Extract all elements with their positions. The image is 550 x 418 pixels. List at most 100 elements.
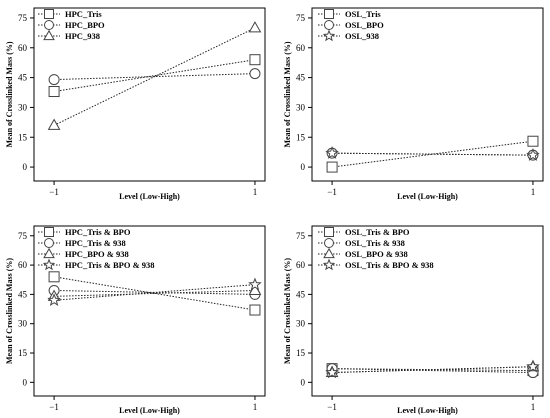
legend-marker-triangle [43,247,55,259]
legend-label: OSL_Tris & BPO & 938 [345,260,434,270]
y-tick-label: 75 [296,13,306,23]
legend-marker-square [324,9,334,19]
legend-marker-star [322,258,336,271]
axes-frame [311,7,544,182]
legend-label: HPC_938 [65,31,100,41]
series-line-1 [54,59,256,93]
data-point-star [248,277,262,291]
x-axis-label: Level (Low-High) [397,192,458,201]
y-tick-label: 30 [18,102,28,112]
legend-marker-circle [324,238,334,248]
chart-panel-1: 0 15 30 45 60 75 −1 1 Level (Low-High) Mean of Cr… [5,7,266,201]
y-tick-label: 15 [18,348,28,358]
legend-marker-triangle [43,29,55,41]
data-point-square [527,135,539,147]
chart-panel-2: 0 15 30 45 60 75 −1 1 Level (Low-High) Mean of Cr… [283,7,544,201]
x-tick-label: 1 [531,187,536,197]
y-tick-label: 30 [296,319,306,329]
legend-marker-triangle [323,247,335,259]
legend-marker-star [42,258,56,271]
data-point-triangle [248,283,262,295]
data-point-square [249,304,261,316]
x-axis-label: Level (Low-High) [119,192,180,201]
x-axis-label: Level (Low-High) [119,406,180,415]
y-tick-label: 45 [18,289,28,299]
data-point-star [325,146,339,159]
x-axis-label: Level (Low-High) [397,406,458,415]
series-line-3 [332,152,533,156]
legend-marker-square [44,9,54,19]
y-tick-label: 60 [18,43,28,53]
y-tick-label: 0 [301,377,306,387]
axes-frame [311,225,544,397]
legend-label: HPC_Tris [65,9,102,19]
data-point-star [526,359,540,373]
x-tick-label: −1 [49,402,59,412]
legend-label: HPC_Tris & BPO [65,227,131,237]
series-line-3 [54,289,255,297]
data-point-star [325,365,339,379]
series-line-4 [54,284,255,301]
y-tick-label: 15 [296,348,306,358]
y-tick-label: 45 [296,73,306,83]
axes-frame [33,225,266,397]
legend-marker-square [44,227,54,237]
y-tick-label: 15 [296,132,306,142]
y-tick-label: 30 [296,102,306,112]
legend-label: HPC_Tris & BPO & 938 [65,260,155,270]
series-line-3 [53,27,256,126]
y-axis-label: Mean of Crosslinked Mass (%) [283,258,292,364]
data-point-square [48,86,60,98]
legend-marker-star [322,29,336,42]
x-tick-label: 1 [253,402,258,412]
y-axis-label: Mean of Crosslinked Mass (%) [5,258,14,364]
y-tick-label: 75 [18,13,28,23]
data-point-square [249,54,261,66]
legend-marker-circle [44,238,54,248]
x-tick-label: 1 [253,187,258,197]
chart-panel-3: 0 15 30 45 60 75 −1 1 Level (Low-High) Mean of Cr… [5,225,266,415]
y-tick-label: 0 [23,162,28,172]
y-tick-label: 45 [296,289,306,299]
data-point-square [48,271,60,283]
series-line-2 [54,289,255,295]
y-tick-label: 0 [23,377,28,387]
x-tick-label: −1 [327,187,337,197]
series-line-1 [54,276,256,311]
series-line-1 [332,140,534,168]
x-tick-label: 1 [531,402,536,412]
y-tick-label: 15 [18,132,28,142]
y-axis-label: Mean of Crosslinked Mass (%) [283,41,292,147]
legend-label: OSL_Tris & BPO [345,227,410,237]
data-point-star [47,293,61,307]
data-point-square [326,161,338,173]
y-tick-label: 75 [18,231,28,241]
data-point-circle [249,68,261,80]
data-point-triangle [248,21,262,33]
legend-marker-circle [44,20,54,30]
legend-label: HPC_BPO & 938 [65,249,129,259]
y-tick-label: 45 [18,73,28,83]
legend-marker-square [324,227,334,237]
legend-label: OSL_Tris & 938 [345,238,405,248]
data-point-triangle [47,118,61,130]
legend-label: HPC_Tris & 938 [65,238,126,248]
axes-frame [33,7,266,182]
y-tick-label: 60 [296,43,306,53]
chart-panel-4: 0 15 30 45 60 75 −1 1 Level (Low-High) Mean of Cr… [283,225,544,415]
y-tick-label: 60 [296,260,306,270]
legend-label: OSL_Tris [345,9,381,19]
legend-label: OSL_938 [345,31,379,41]
y-tick-label: 0 [301,162,306,172]
y-tick-label: 75 [296,231,306,241]
series-line-4 [332,366,533,374]
y-axis-label: Mean of Crosslinked Mass (%) [5,41,14,147]
data-point-star [526,148,540,161]
legend-marker-circle [324,20,334,30]
x-tick-label: −1 [49,187,59,197]
legend-label: HPC_BPO [65,20,105,30]
